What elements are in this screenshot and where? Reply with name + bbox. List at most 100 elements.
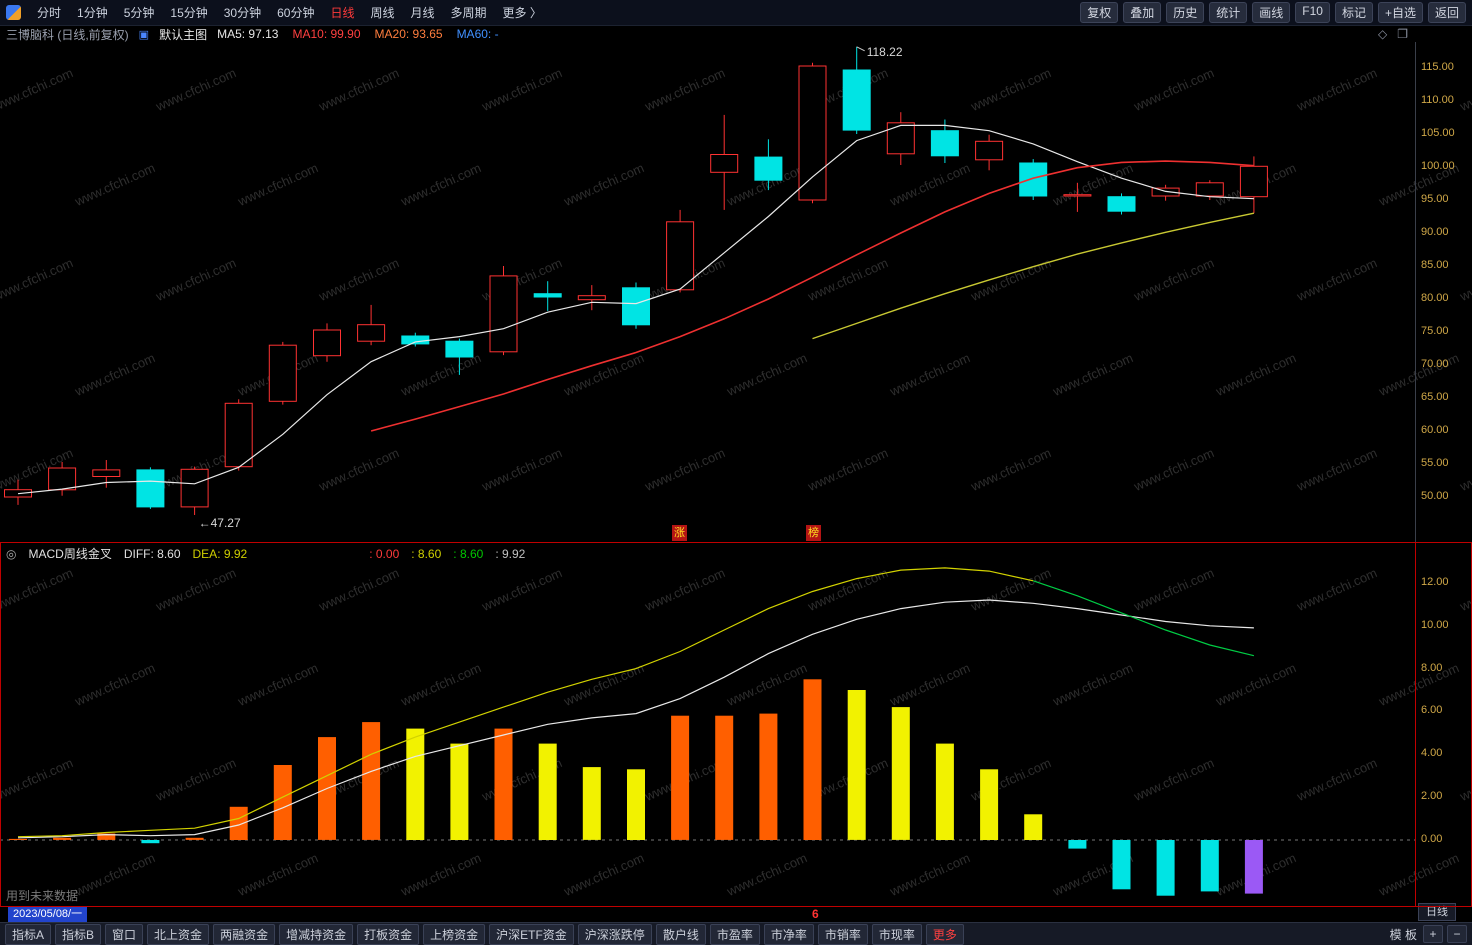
price-tick: 75.00: [1421, 324, 1449, 337]
price-tick: 90.00: [1421, 225, 1449, 238]
fund-button[interactable]: 增减持资金: [279, 923, 354, 945]
price-tick: 55.00: [1421, 456, 1449, 469]
period-menu-item[interactable]: 60分钟: [277, 6, 315, 20]
toolbar-button[interactable]: 复权: [1080, 2, 1119, 23]
toolbar-button[interactable]: 统计: [1209, 2, 1248, 23]
macd-header-value: : 8.60: [411, 546, 442, 561]
diamond-icon[interactable]: ◇: [1378, 27, 1388, 41]
fund-button[interactable]: 北上资金: [147, 923, 210, 945]
macd-header-value: : 9.92: [495, 546, 526, 561]
period-menu-item[interactable]: 更多 〉: [502, 6, 542, 20]
toolbar-button[interactable]: 历史: [1166, 2, 1205, 23]
indicator-tab[interactable]: 窗口: [105, 923, 144, 945]
price-tick: 95.00: [1421, 192, 1449, 205]
fund-button[interactable]: 上榜资金: [423, 923, 486, 945]
fund-button[interactable]: 市现率: [871, 923, 922, 945]
toolbar-button[interactable]: F10: [1295, 2, 1330, 23]
future-data-warning: 用到未来数据: [6, 889, 79, 903]
candles-layer: [4, 46, 1268, 515]
macd-tick: 10.00: [1421, 618, 1449, 631]
ma-value: MA5: 97.13: [217, 27, 279, 41]
ma-values: MA5: 97.13 MA10: 99.90 MA20: 93.65 MA60: -: [217, 27, 498, 41]
period-menu-item[interactable]: 周线: [370, 6, 395, 20]
app-logo-icon: [6, 5, 21, 20]
period-menu-item[interactable]: 多周期: [450, 6, 487, 20]
period-menu-item[interactable]: 15分钟: [170, 6, 208, 20]
period-indicator[interactable]: 日线: [1418, 903, 1456, 921]
top-toolbar: 分时 1分钟 5分钟 15分钟 30分钟 60分钟 日线 周线 月线 多周期 更多 〉 复权 叠加 历史…: [0, 0, 1472, 26]
ma-yellow-line: [812, 212, 1255, 340]
main-chart-icon[interactable]: ▣: [138, 28, 150, 41]
fund-button[interactable]: 市销率: [817, 923, 868, 945]
status-row: 2023/05/08/一 6 日线: [0, 903, 1472, 922]
macd-panel[interactable]: www.cfchi.com www.cfchi.com www.cfchi.com w…: [0, 542, 1472, 907]
price-tick: 100.00: [1421, 160, 1455, 172]
info-bar: 三博脑科 (日线,前复权) ▣ 默认主图 MA5: 97.13 MA10: 99.…: [0, 26, 1472, 42]
price-tick: 110.00: [1421, 94, 1454, 106]
price-tick: 115.00: [1421, 61, 1454, 73]
macd-header-value: DEA: 9.92: [192, 546, 248, 561]
macd-axis: 0.00 2.00 4.00 6.00 8.00 10.00 12.00: [1415, 542, 1472, 907]
candlestick-panel[interactable]: www.cfchi.com www.cfchi.com www.cfchi.com w…: [0, 42, 1472, 542]
indicator-tab[interactable]: 指标A: [5, 923, 52, 945]
macd-header: ◎ MACD周线金叉 DIFF: 8.60 DEA: 9.92 : 0.00 : 8.6…: [6, 545, 525, 562]
macd-tick: 2.00: [1421, 790, 1443, 803]
main-chart-label[interactable]: 默认主图: [159, 27, 208, 42]
period-menu-item[interactable]: 日线: [330, 6, 355, 20]
indicator-tabs: 指标A 指标B 窗口: [5, 923, 144, 945]
period-menu: 分时 1分钟 5分钟 15分钟 30分钟 60分钟 日线 周线 月线 多周期 更多 〉: [6, 4, 542, 21]
fund-button[interactable]: 更多: [925, 923, 964, 945]
template-label[interactable]: 模 板: [1389, 927, 1417, 942]
bottom-toolbar: 指标A 指标B 窗口 北上资金 两融资金 增减持资金 打板资金 上榜资金 沪深ETF资金 沪深涨…: [0, 922, 1472, 945]
ma-value: MA20: 93.65: [374, 27, 443, 41]
macd-tick: 6.00: [1421, 704, 1443, 717]
period-menu-item[interactable]: 月线: [410, 6, 435, 20]
macd-header-value: MACD周线金叉: [28, 547, 112, 561]
diff-line: [17, 599, 1254, 839]
macd-chart[interactable]: [0, 542, 1415, 907]
fund-button[interactable]: 散户线: [655, 923, 706, 945]
ma-value: MA60: -: [456, 27, 499, 41]
fund-button[interactable]: 市净率: [763, 923, 814, 945]
dea-line: [17, 567, 1034, 838]
toolbar-button[interactable]: 标记: [1334, 2, 1373, 23]
macd-header-value: : 8.60: [453, 546, 484, 561]
fund-button[interactable]: 沪深涨跌停: [577, 923, 652, 945]
period-menu-item[interactable]: 分时: [37, 6, 62, 20]
macd-tick: 8.00: [1421, 661, 1443, 674]
toolbar-button[interactable]: +自选: [1377, 2, 1423, 23]
fund-button[interactable]: 沪深ETF资金: [489, 923, 574, 945]
stock-title: 三博脑科 (日线,前复权): [6, 27, 129, 42]
fund-button[interactable]: 市盈率: [709, 923, 760, 945]
template-controls: 模 板 + −: [1390, 925, 1467, 943]
add-panel-button[interactable]: +: [1423, 925, 1443, 943]
indicator-icon[interactable]: ◎: [6, 546, 17, 561]
fund-button[interactable]: 两融资金: [213, 923, 276, 945]
macd-header-value: DIFF: 8.60: [123, 546, 181, 561]
price-tick: 65.00: [1421, 390, 1449, 403]
toolbar-buttons: 复权 叠加 历史 统计 画线 F10 标记 +自选 返回: [1080, 2, 1466, 23]
window-icon[interactable]: ❐: [1397, 27, 1408, 41]
ma5-line: [17, 124, 1254, 495]
period-menu-item[interactable]: 30分钟: [223, 6, 262, 20]
ma-value: MA10: 99.90: [292, 27, 361, 41]
toolbar-button[interactable]: 叠加: [1123, 2, 1162, 23]
macd-tick: 0.00: [1421, 832, 1443, 845]
price-tick: 105.00: [1421, 127, 1455, 139]
candlestick-chart[interactable]: 118.22 ←47.27: [0, 42, 1415, 542]
fund-button[interactable]: 打板资金: [357, 923, 420, 945]
price-annotation: 118.22: [867, 45, 903, 59]
period-menu-item[interactable]: 1分钟: [77, 6, 108, 20]
ma-red-line: [370, 160, 1254, 432]
toolbar-button[interactable]: 画线: [1252, 2, 1291, 23]
indicator-tab[interactable]: 指标B: [55, 923, 102, 945]
count-badge: 6: [812, 907, 819, 921]
price-tick: 85.00: [1421, 258, 1449, 271]
toolbar-button[interactable]: 返回: [1427, 2, 1466, 23]
macd-header-value: : 0.00: [369, 546, 400, 561]
remove-panel-button[interactable]: −: [1447, 925, 1467, 943]
period-menu-item[interactable]: 5分钟: [123, 6, 155, 20]
price-tick: 80.00: [1421, 291, 1449, 304]
date-label[interactable]: 2023/05/08/一: [8, 907, 88, 922]
price-tick: 70.00: [1421, 357, 1449, 370]
